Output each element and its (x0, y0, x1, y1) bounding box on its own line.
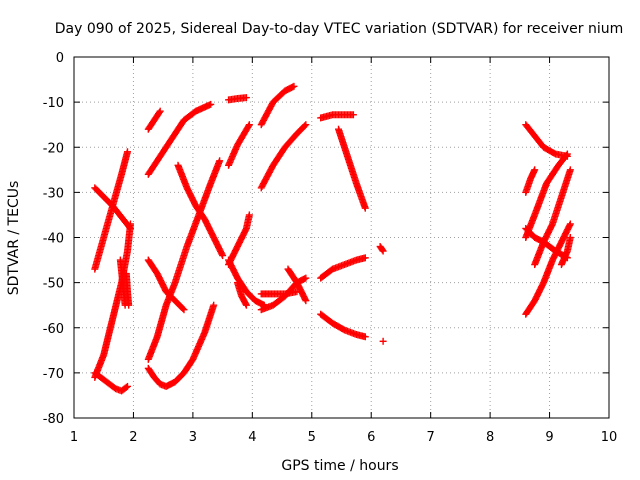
data-point (179, 305, 187, 313)
data-point (207, 100, 215, 108)
data-point (156, 107, 164, 115)
data-point (302, 297, 310, 305)
x-tick-label: 5 (308, 430, 316, 445)
data-point (242, 94, 250, 102)
y-tick-label: -20 (43, 141, 64, 156)
data-point (302, 121, 310, 129)
axis-ticks (73, 56, 610, 419)
data-point (124, 148, 131, 156)
y-tick-label: -70 (43, 367, 64, 382)
x-tick-labels: 1 2 3 4 5 6 7 8 9 10 (70, 430, 617, 445)
data-point (126, 220, 134, 228)
x-tick-label: 10 (601, 430, 618, 445)
data-point (302, 274, 310, 282)
x-tick-label: 2 (129, 430, 137, 445)
x-tick-label: 8 (486, 430, 494, 445)
x-tick-label: 1 (70, 430, 78, 445)
data-point (378, 246, 386, 254)
y-tick-label: 0 (56, 51, 64, 66)
x-tick-label: 4 (248, 430, 256, 445)
y-tick-label: -60 (43, 322, 64, 337)
y-axis-label: SDTVAR / TECUs (6, 181, 22, 296)
data-point (242, 301, 250, 309)
data-point (361, 254, 369, 262)
data-point (531, 166, 539, 174)
data-point (379, 337, 387, 345)
data-point (361, 333, 369, 341)
y-tick-label: -10 (43, 96, 64, 111)
x-axis-label: GPS time / hours (281, 458, 398, 474)
x-tick-label: 9 (545, 430, 553, 445)
data-point (361, 204, 369, 212)
data-point (563, 150, 571, 158)
data-point (566, 234, 574, 241)
data-point (245, 211, 253, 219)
data-point (210, 301, 218, 309)
y-tick-label: -40 (43, 232, 64, 247)
data-point (562, 151, 570, 159)
data-point (155, 108, 163, 116)
x-tick-label: 7 (427, 430, 435, 445)
data-point (245, 122, 253, 130)
data-point (122, 383, 130, 391)
data-point (125, 301, 133, 309)
y-tick-labels: 0 -10 -20 -30 -40 -50 -60 -70 -80 (43, 51, 64, 427)
y-tick-label: -50 (43, 277, 64, 292)
data-point (379, 247, 387, 255)
x-tick-label: 3 (189, 430, 197, 445)
x-tick-label: 6 (367, 430, 375, 445)
y-tick-label: -80 (43, 412, 64, 427)
data-point (245, 121, 253, 129)
chart-title: Day 090 of 2025, Sidereal Day-to-day VTE… (55, 21, 624, 37)
data-point (180, 306, 188, 314)
data-point (290, 82, 298, 90)
data-point (219, 252, 227, 260)
data-points (91, 82, 574, 395)
data-point (566, 166, 574, 174)
data-point (301, 122, 309, 130)
data-point (349, 111, 357, 119)
y-tick-label: -30 (43, 186, 64, 201)
data-point (124, 382, 131, 390)
data-point (216, 157, 224, 165)
data-point (566, 220, 574, 228)
